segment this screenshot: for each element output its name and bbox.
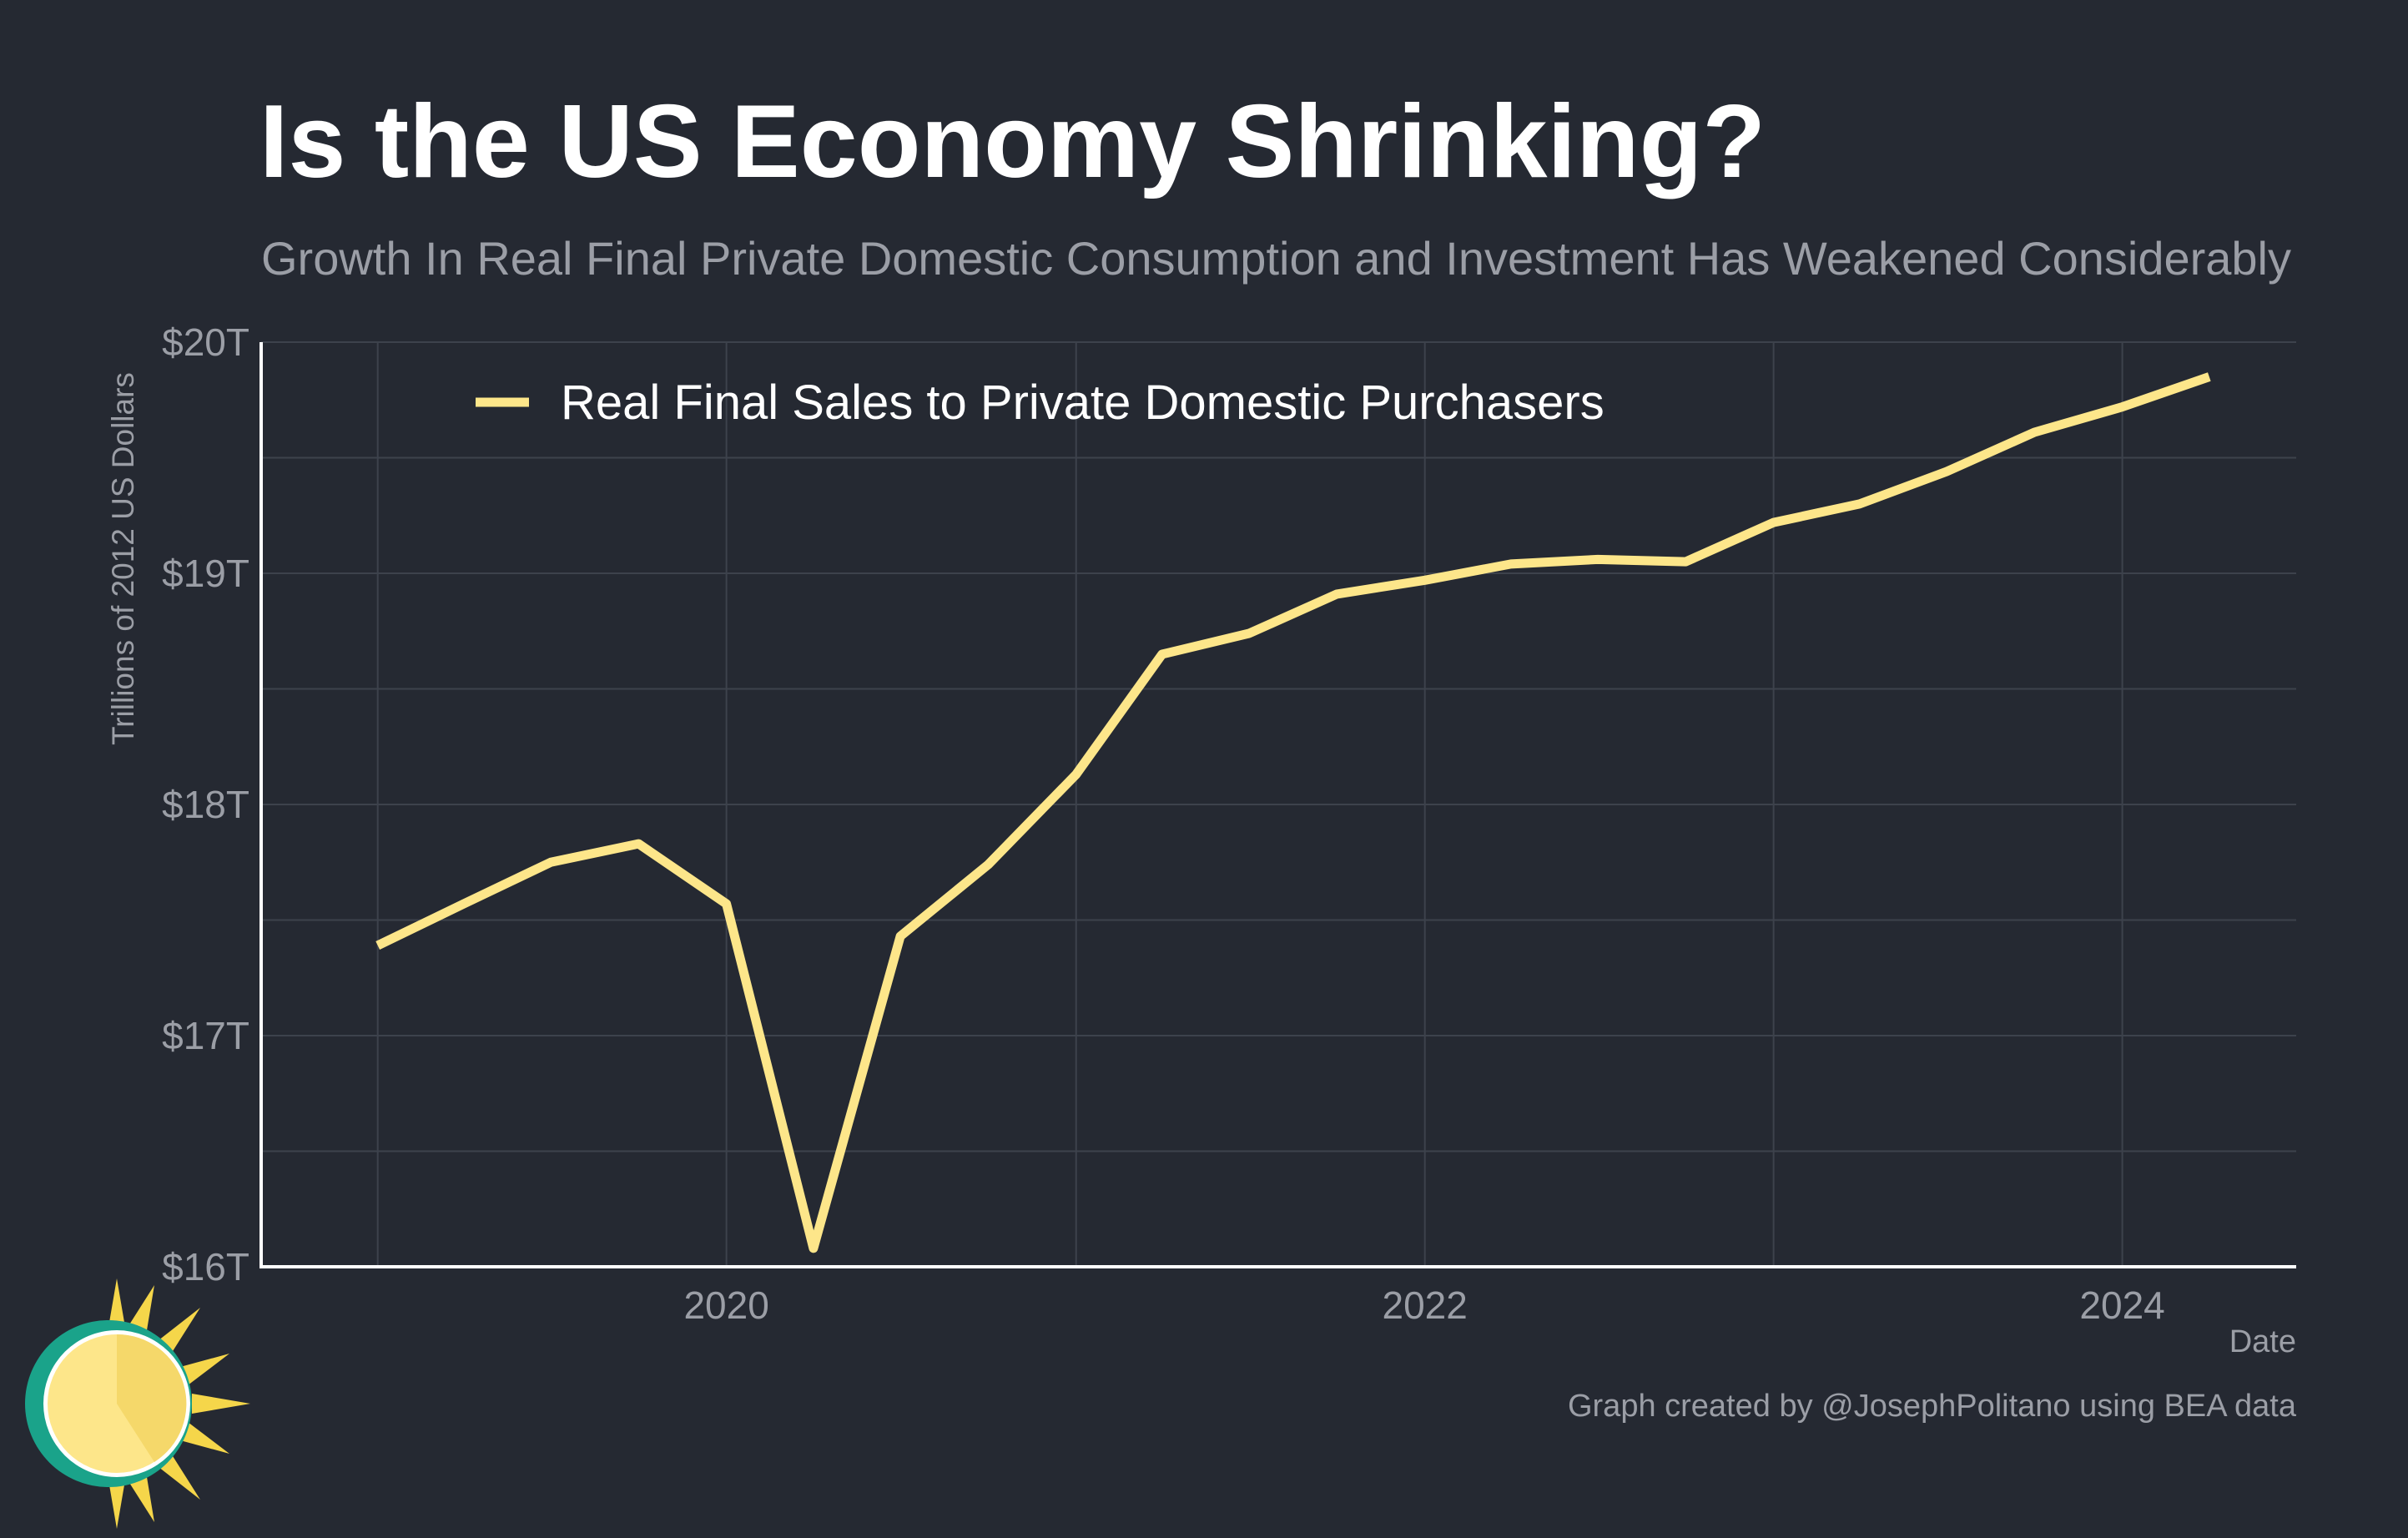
series-line xyxy=(375,372,2211,1253)
y-tick-label: $17T xyxy=(162,1014,249,1057)
axes xyxy=(259,342,2296,1268)
y-tick-label: $20T xyxy=(162,320,249,364)
x-tick-label: 2020 xyxy=(683,1283,768,1327)
legend-label: Real Final Sales to Private Domestic Pur… xyxy=(561,376,1604,430)
x-tick-label: 2022 xyxy=(1383,1283,1468,1327)
source-credit: Graph created by @JosephPolitano using B… xyxy=(1567,1389,2296,1424)
series-lines xyxy=(375,372,2211,1253)
chart-subtitle: Growth In Real Final Private Domestic Co… xyxy=(261,232,2291,285)
sun-logo-icon xyxy=(25,1278,250,1529)
y-tick-label: $16T xyxy=(162,1245,249,1288)
y-axis-title: Trillions of 2012 US Dollars xyxy=(106,372,140,745)
x-tick-label: 2024 xyxy=(2079,1283,2164,1327)
y-tick-label: $19T xyxy=(162,552,249,595)
grid-lines xyxy=(261,341,2296,1267)
x-axis-title: Date xyxy=(2229,1324,2296,1359)
chart-title: Is the US Economy Shrinking? xyxy=(259,84,1766,199)
legend: Real Final Sales to Private Domestic Pur… xyxy=(476,376,1604,430)
tick-labels: $16T $17T $18T $19T $20T 2020 2022 2024 xyxy=(162,320,2165,1327)
y-tick-label: $18T xyxy=(162,783,249,826)
